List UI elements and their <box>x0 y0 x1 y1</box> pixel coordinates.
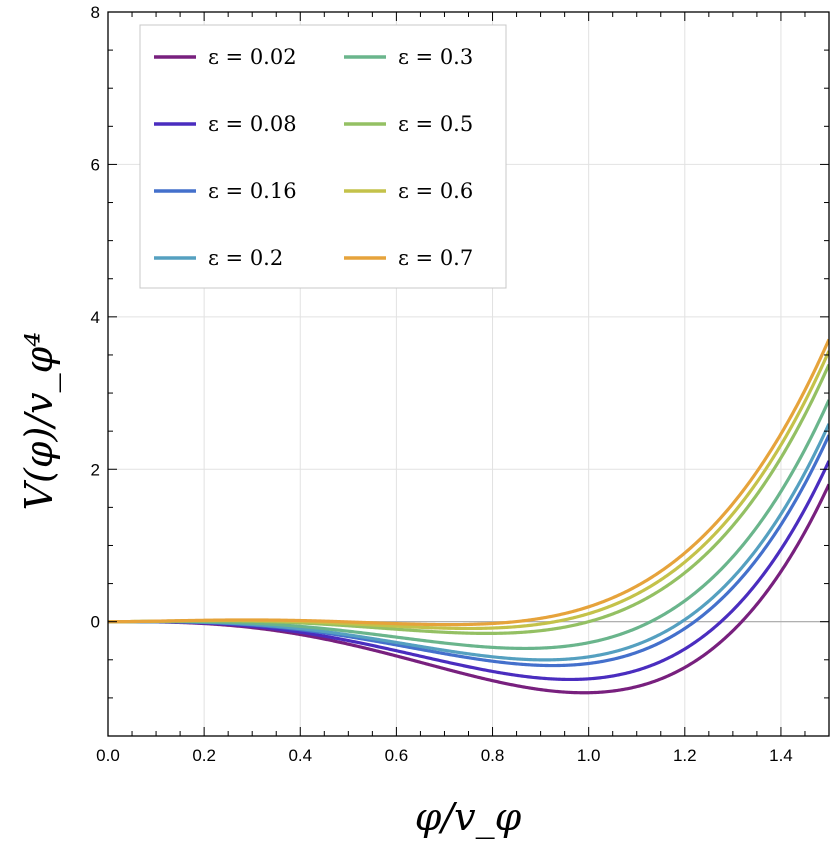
y-tick-label-2: 4 <box>91 308 100 327</box>
curves <box>108 338 829 695</box>
legend-label-7: ε = 0.7 <box>398 246 473 270</box>
y-tick-labels: 0 2 4 6 8 <box>91 3 100 632</box>
legend-box <box>139 24 507 289</box>
x-axis-label: φ/v_φ <box>415 795 522 840</box>
legend-label-0: ε = 0.02 <box>208 45 297 69</box>
legend-label-1: ε = 0.08 <box>208 112 297 136</box>
x-tick-label-7: 1.4 <box>769 746 793 765</box>
y-tick-label-4: 8 <box>91 3 100 22</box>
y-tick-label-0: 0 <box>91 613 100 632</box>
x-tick-label-6: 1.2 <box>673 746 697 765</box>
legend-items: ε = 0.02 ε = 0.08 ε = 0.16 ε = 0.2 ε = 0.3 ε … <box>154 45 473 270</box>
legend-label-4: ε = 0.3 <box>398 45 473 69</box>
legend-label-3: ε = 0.2 <box>208 246 283 270</box>
x-tick-labels: 0.0 0.2 0.4 0.6 0.8 1.0 1.2 1.4 <box>96 746 793 765</box>
x-tick-label-4: 0.8 <box>481 746 505 765</box>
x-tick-label-0: 0.0 <box>96 746 120 765</box>
series-line-6 <box>108 350 829 631</box>
legend: ε = 0.02 ε = 0.08 ε = 0.16 ε = 0.2 ε = 0.3 ε … <box>139 24 507 289</box>
y-tick-label-1: 2 <box>91 460 100 479</box>
series-line-5 <box>108 363 829 636</box>
x-tick-label-3: 0.6 <box>385 746 409 765</box>
series-line-7 <box>108 338 829 627</box>
series-line-4 <box>108 399 829 651</box>
axis-ticks <box>107 11 830 737</box>
x-tick-label-1: 0.2 <box>192 746 216 765</box>
legend-label-2: ε = 0.16 <box>208 179 297 203</box>
x-tick-label-2: 0.4 <box>288 746 312 765</box>
y-tick-label-3: 6 <box>91 155 100 174</box>
legend-label-6: ε = 0.6 <box>398 179 473 203</box>
legend-label-5: ε = 0.5 <box>398 112 473 136</box>
x-tick-label-5: 1.0 <box>577 746 601 765</box>
y-axis-label: V(φ)/v_φ⁴ <box>17 332 62 511</box>
